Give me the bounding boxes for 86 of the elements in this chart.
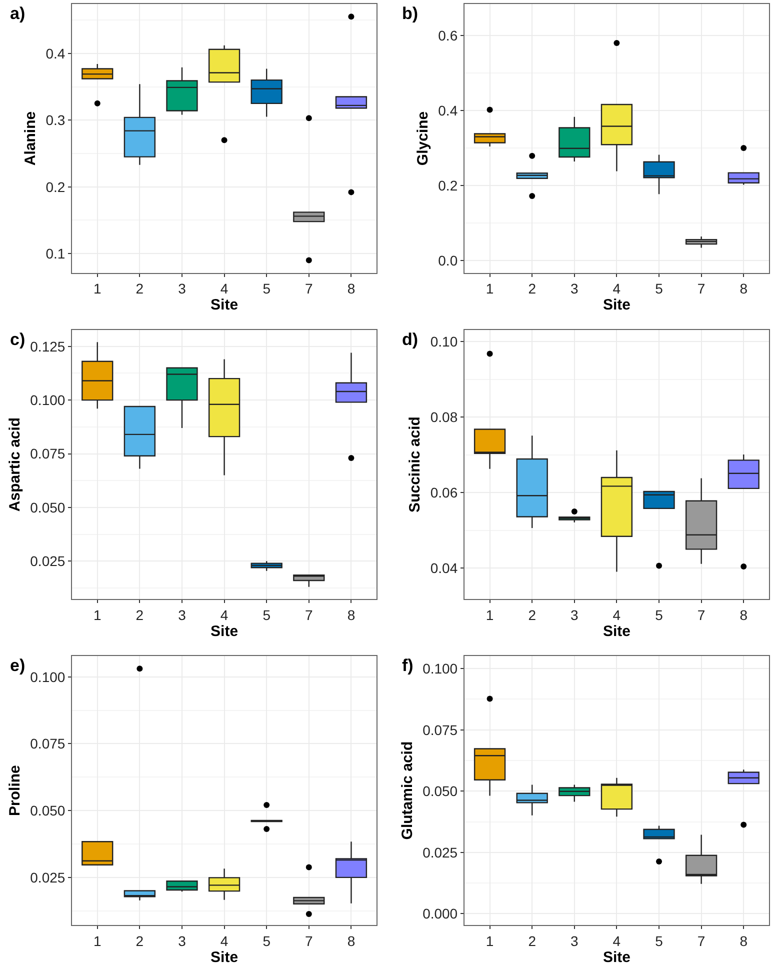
y-tick-label: 0.075 — [30, 446, 66, 462]
x-tick-label: 3 — [570, 606, 579, 623]
x-tick-label: 8 — [347, 280, 356, 297]
y-tick-label: 0.100 — [30, 392, 66, 408]
y-tick-label: 0.08 — [430, 409, 458, 426]
y-tick-label: 0.4 — [46, 45, 66, 62]
x-tick-label: 4 — [612, 932, 621, 949]
x-tick-label: 2 — [528, 280, 536, 297]
x-axis-title: Site — [602, 296, 630, 314]
x-tick-label: 8 — [740, 280, 748, 297]
x-tick-label: 3 — [178, 606, 186, 623]
y-tick-label: 0.2 — [46, 178, 66, 195]
chart-title: e) — [10, 656, 26, 675]
y-tick-label: 0.1 — [46, 245, 66, 262]
y-tick-label: 0.3 — [46, 112, 66, 128]
y-tick-label: 0.0 — [438, 252, 458, 268]
y-tick-label: 0.4 — [438, 102, 458, 118]
y-axis-title: Succinic acid — [406, 416, 424, 512]
x-tick-label: 3 — [178, 280, 186, 297]
y-tick-label: 0.10 — [430, 334, 458, 350]
y-axis-title: Proline — [6, 765, 24, 816]
x-tick-label: 2 — [136, 606, 144, 623]
x-tick-label: 4 — [220, 932, 228, 949]
y-axis-title: Glutamic acid — [398, 741, 416, 840]
chart-title: c) — [10, 330, 26, 349]
x-tick-label: 8 — [347, 932, 356, 949]
y-tick-label: 0.050 — [30, 499, 66, 516]
y-tick-label: 0.000 — [422, 906, 458, 922]
y-tick-label: 0.025 — [422, 844, 458, 860]
x-tick-label: 2 — [136, 932, 144, 949]
x-tick-label: 4 — [612, 280, 621, 297]
x-tick-label: 7 — [697, 606, 706, 623]
x-tick-label: 3 — [570, 932, 579, 949]
chart-title: d) — [402, 330, 418, 349]
x-axis-title: Site — [602, 622, 630, 640]
y-tick-label: 0.2 — [438, 177, 458, 194]
y-tick-label: 0.075 — [30, 736, 66, 752]
x-tick-label: 5 — [655, 280, 664, 297]
chart-title: b) — [402, 4, 418, 23]
x-tick-label: 7 — [697, 932, 706, 949]
x-tick-label: 1 — [486, 932, 494, 949]
x-tick-label: 7 — [305, 932, 313, 949]
y-tick-label: 0.075 — [422, 722, 458, 738]
y-tick-label: 0.050 — [422, 783, 458, 800]
x-tick-label: 8 — [740, 606, 748, 623]
x-axis-title: Site — [602, 948, 630, 966]
x-tick-label: 5 — [262, 932, 271, 949]
y-tick-label: 0.6 — [438, 27, 458, 44]
y-axis-title: Alanine — [22, 111, 39, 166]
y-tick-label: 0.100 — [422, 660, 458, 676]
x-tick-label: 5 — [655, 606, 664, 623]
x-axis-title: Site — [210, 622, 238, 640]
x-tick-label: 1 — [93, 280, 102, 297]
x-tick-label: 1 — [93, 606, 102, 623]
y-tick-label: 0.06 — [430, 484, 458, 501]
x-tick-label: 1 — [93, 932, 102, 949]
y-tick-label: 0.125 — [30, 338, 66, 354]
x-tick-label: 4 — [220, 280, 228, 297]
x-tick-label: 2 — [528, 932, 536, 949]
chart-title: a) — [10, 4, 26, 23]
x-tick-label: 5 — [655, 932, 664, 949]
x-tick-label: 1 — [486, 280, 494, 297]
x-tick-label: 7 — [697, 280, 706, 297]
x-tick-label: 1 — [486, 606, 494, 623]
chart-title: f) — [402, 656, 414, 675]
x-tick-label: 4 — [612, 606, 621, 623]
y-tick-label: 0.025 — [30, 869, 66, 886]
x-tick-label: 4 — [220, 606, 228, 623]
x-tick-label: 5 — [262, 280, 271, 297]
x-axis-title: Site — [210, 296, 238, 314]
x-tick-label: 3 — [178, 932, 186, 949]
x-tick-label: 8 — [347, 606, 356, 623]
y-tick-label: 0.04 — [430, 560, 458, 576]
x-tick-label: 2 — [528, 606, 536, 623]
y-axis-title: Aspartic acid — [6, 417, 24, 512]
y-tick-label: 0.100 — [30, 668, 66, 685]
y-tick-label: 0.050 — [30, 802, 66, 818]
x-axis-title: Site — [210, 948, 238, 966]
y-tick-label: 0.025 — [30, 553, 66, 570]
x-tick-label: 2 — [136, 280, 144, 297]
x-tick-label: 7 — [305, 280, 313, 297]
x-tick-label: 8 — [740, 932, 748, 949]
x-tick-label: 3 — [570, 280, 579, 297]
y-axis-title: Glycine — [414, 111, 432, 166]
x-tick-label: 5 — [262, 606, 271, 623]
x-tick-label: 7 — [305, 606, 313, 623]
